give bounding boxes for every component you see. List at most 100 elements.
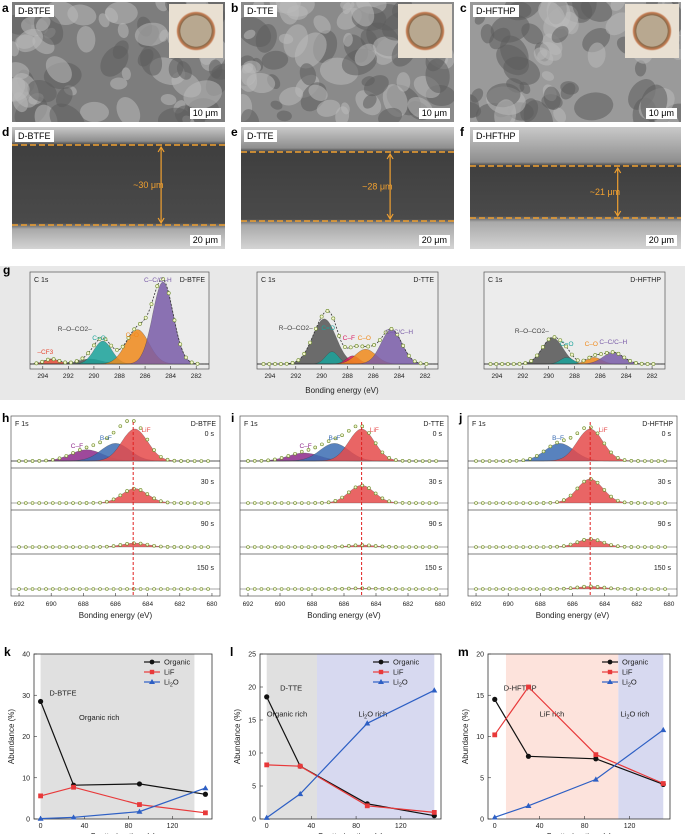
data-point xyxy=(279,362,283,366)
x-tick-label: 288 xyxy=(342,373,353,380)
y-tick-label: 10 xyxy=(248,751,256,758)
data-point xyxy=(125,541,129,546)
data-point xyxy=(105,587,109,591)
grain-shape xyxy=(572,2,597,20)
marker-li2o xyxy=(297,790,304,797)
data-point xyxy=(346,544,351,548)
peak-name-label: LiF xyxy=(599,427,608,434)
data-point xyxy=(517,361,522,366)
data-point xyxy=(80,356,85,361)
legend-marker xyxy=(607,669,613,675)
data-point xyxy=(570,352,574,357)
data-point xyxy=(266,545,270,549)
panel-klm-abundance-charts: k01020304004080120Sputtering time (s)Abu… xyxy=(4,645,671,834)
data-point xyxy=(331,316,336,321)
y-tick-label: 10 xyxy=(476,734,484,741)
grain-shape xyxy=(294,32,327,69)
data-point xyxy=(111,587,116,591)
data-point xyxy=(165,500,170,505)
arrow-head-down xyxy=(386,213,394,221)
data-point xyxy=(179,459,183,463)
marker-lif xyxy=(38,793,43,799)
data-point xyxy=(636,545,640,549)
data-point xyxy=(418,361,423,366)
data-point xyxy=(319,314,324,319)
data-point xyxy=(279,456,284,460)
sample-tag: D-TTE xyxy=(244,130,277,142)
data-point xyxy=(380,587,385,591)
data-point xyxy=(548,587,553,591)
data-point xyxy=(105,499,109,504)
data-point xyxy=(296,358,301,363)
y-tick-label: 15 xyxy=(476,693,484,700)
x-tick-label: 0 xyxy=(265,823,269,830)
x-tick-label: 680 xyxy=(435,601,446,608)
data-point xyxy=(71,451,75,455)
data-point xyxy=(118,493,123,498)
data-point xyxy=(172,545,177,549)
data-point xyxy=(511,362,516,366)
data-point xyxy=(111,497,116,502)
data-point xyxy=(529,358,534,363)
x-tick-label: 294 xyxy=(264,373,275,380)
legend-label: LiF xyxy=(393,668,404,677)
peak-name-label: C–O xyxy=(358,335,371,342)
data-point xyxy=(293,545,297,549)
data-point xyxy=(616,586,620,591)
data-point xyxy=(643,501,647,505)
data-point xyxy=(266,458,270,463)
data-point xyxy=(161,277,165,281)
panel-label: j xyxy=(458,411,462,425)
data-point xyxy=(159,454,163,459)
x-tick-label: 684 xyxy=(599,601,610,608)
grain-shape xyxy=(208,59,223,79)
data-point xyxy=(195,361,200,366)
data-point xyxy=(313,445,318,450)
x-tick-label: 690 xyxy=(503,601,514,608)
data-point xyxy=(50,545,55,549)
data-point xyxy=(340,495,344,500)
x-axis-title: Bonding energy (eV) xyxy=(305,386,379,395)
data-point xyxy=(366,344,371,349)
data-point xyxy=(91,443,96,447)
x-axis-title: Bonding energy (eV) xyxy=(307,611,381,620)
grain-shape xyxy=(270,100,283,110)
peak-name-label: LiF xyxy=(142,427,151,434)
data-point xyxy=(138,587,143,591)
data-point xyxy=(643,587,647,591)
x-axis-title: Bonding energy (eV) xyxy=(536,611,610,620)
data-point xyxy=(521,458,526,463)
data-point xyxy=(552,335,557,340)
region-annotation: D-BTFE xyxy=(49,688,76,697)
data-point xyxy=(192,501,197,505)
data-point xyxy=(353,424,358,429)
panel-hij-f1s-spectra: h 0 s 30 s 90 s 150 s F 1s D-BTFE C–F B–F LiF 692 6… xyxy=(2,411,678,620)
data-point xyxy=(51,357,56,362)
sputter-time-label: 90 s xyxy=(658,521,672,528)
data-point xyxy=(595,585,600,589)
peak-name-label: R–O–CO2– xyxy=(515,328,549,335)
data-point xyxy=(394,587,398,591)
data-point xyxy=(395,332,400,337)
sem-topview-image: D-TTE 10 μm xyxy=(241,2,454,122)
data-point xyxy=(46,357,50,362)
grain-shape xyxy=(76,25,96,53)
data-point xyxy=(622,355,627,360)
sem-topview-image: D-HFTHP 10 μm xyxy=(470,2,681,122)
subscript: 2 xyxy=(626,715,629,721)
marker-li2o xyxy=(364,720,371,726)
data-point xyxy=(575,585,580,590)
data-point xyxy=(602,585,607,590)
grain-shape xyxy=(155,2,168,12)
y-tick-label: 10 xyxy=(22,775,30,782)
sample-label: D-BTFE xyxy=(191,421,217,428)
core-level-label: C 1s xyxy=(261,277,276,284)
data-point xyxy=(286,587,291,591)
data-point xyxy=(84,445,89,450)
data-point xyxy=(44,545,48,549)
grain-shape xyxy=(299,63,317,86)
grain-shape xyxy=(340,2,355,10)
grain-shape xyxy=(519,81,531,94)
data-point xyxy=(616,544,620,549)
data-point xyxy=(125,587,129,591)
